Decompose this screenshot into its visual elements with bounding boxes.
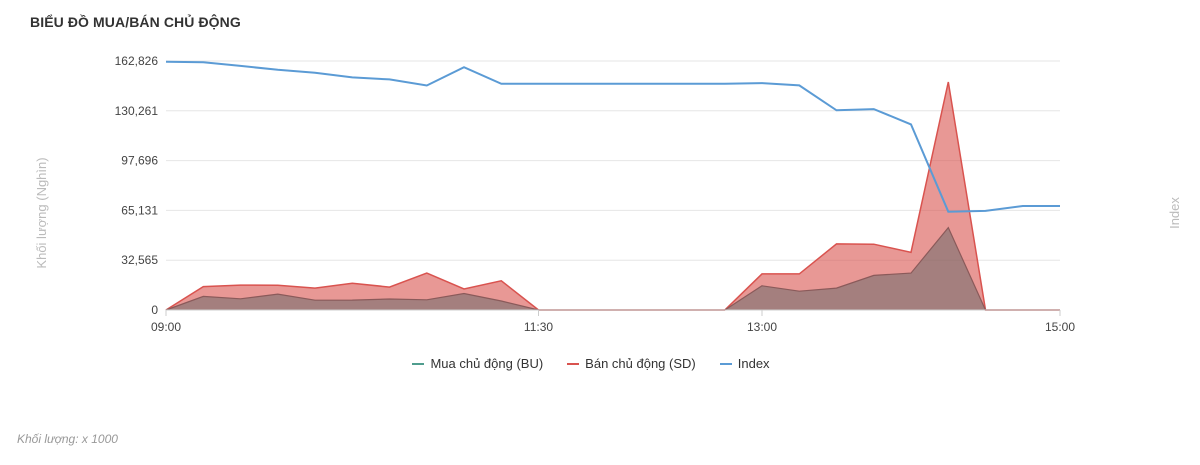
chart-title: BIỂU ĐỒ MUA/BÁN CHỦ ĐỘNG	[30, 14, 241, 30]
legend-item-bu[interactable]: Mua chủ động (BU)	[412, 356, 543, 371]
y-tick-label: 97,696	[121, 154, 158, 168]
sd-area-fill	[166, 82, 1060, 310]
y-tick-label: 32,565	[121, 253, 158, 267]
y-tick-label: 162,826	[115, 54, 159, 68]
legend-label-bu: Mua chủ động (BU)	[430, 356, 544, 371]
y-axis-label: Khối lượng (Nghìn)	[34, 157, 49, 268]
x-tick-label: 13:00	[747, 320, 777, 334]
footnote: Khối lượng: x 1000	[17, 432, 118, 446]
legend-label-index: Index	[737, 356, 770, 371]
x-tick-label: 09:00	[151, 320, 181, 334]
legend-item-index[interactable]: Index	[719, 356, 770, 371]
y-tick-label: 130,261	[115, 104, 159, 118]
legend-label-sd: Bán chủ động (SD)	[585, 356, 696, 371]
legend-item-sd[interactable]: Bán chủ động (SD)	[567, 356, 696, 371]
legend-swatch-bu	[412, 362, 425, 365]
series-index-line	[165, 60, 1060, 213]
y-tick-label: 65,131	[121, 203, 158, 217]
x-tick-label: 15:00	[1045, 320, 1075, 334]
index-line	[165, 60, 1060, 213]
legend-swatch-index	[719, 362, 732, 365]
y-tick-label: 0	[151, 303, 158, 317]
y-axis-ticks: 162,826 130,261 97,696 65,131 32,565 0	[115, 54, 159, 317]
chart-legend: Mua chủ động (BU) Bán chủ động (SD) Inde…	[0, 356, 1182, 371]
x-axis-ticks: 09:00 11:30 13:00 15:00	[151, 310, 1075, 334]
legend-swatch-sd	[567, 362, 580, 365]
bu-area-fill	[166, 227, 1060, 310]
y2-axis-label: Index	[1167, 197, 1182, 229]
x-tick-label: 11:30	[524, 320, 553, 334]
